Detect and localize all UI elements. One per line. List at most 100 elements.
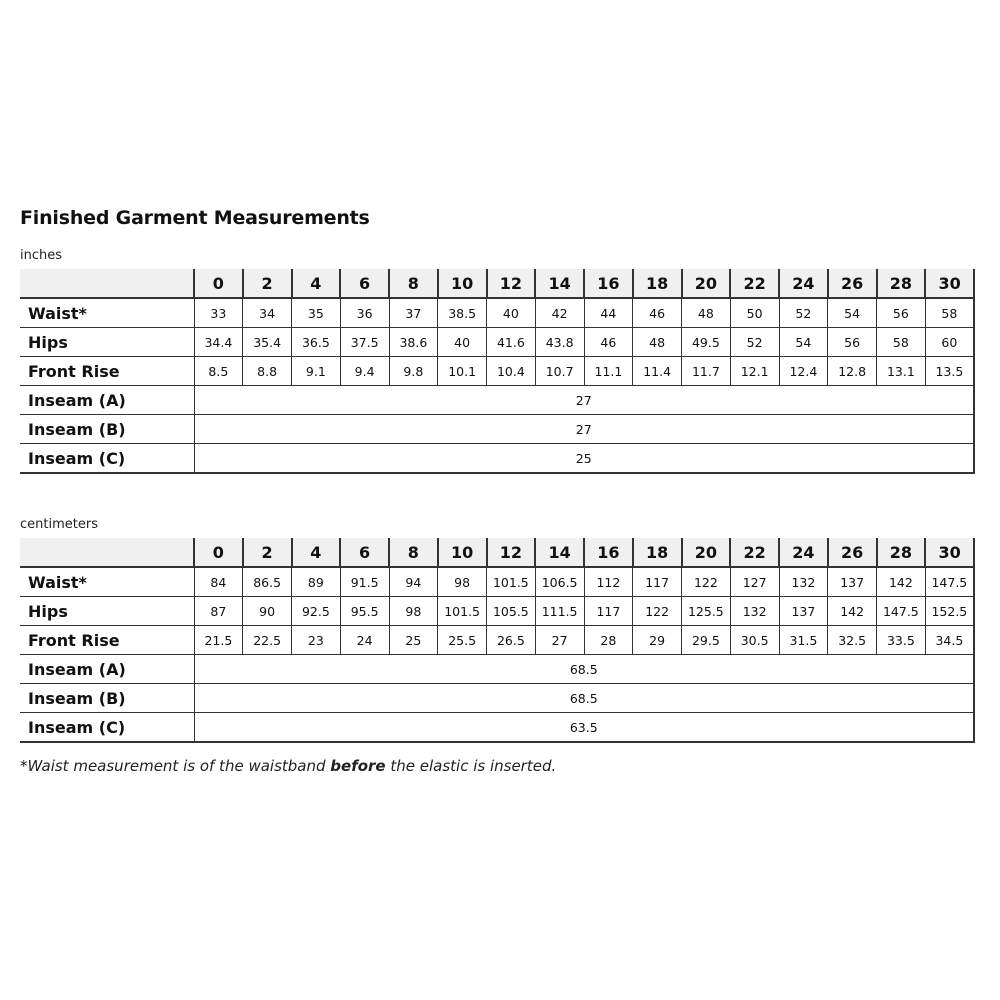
measurement-cell: 13.1: [876, 356, 926, 386]
table-row: Inseam (C) 25: [20, 443, 975, 474]
measurement-cell: 98: [437, 566, 487, 597]
row-label: Front Rise: [20, 625, 195, 655]
measurement-cell: 32.5: [827, 625, 877, 655]
measurement-cell: 40: [437, 327, 487, 357]
row-label: Inseam (C): [20, 712, 195, 743]
row-label: Inseam (A): [20, 654, 195, 684]
measurement-cell: 12.8: [827, 356, 877, 386]
measurement-cell: 142: [876, 566, 926, 597]
corner-cell: [20, 538, 194, 567]
measurement-cell: 34: [242, 297, 292, 328]
measurement-cell: 95.5: [339, 596, 390, 626]
measurement-cell: 58: [924, 297, 975, 328]
measurement-cell: 13.5: [924, 356, 975, 386]
size-header: 2: [241, 269, 292, 298]
size-header: 30: [924, 538, 975, 567]
measurement-cell: 54: [827, 297, 877, 328]
footnote-text: *Waist measurement is of the waistband: [20, 757, 331, 775]
size-header: 4: [290, 269, 341, 298]
size-header: 26: [826, 269, 877, 298]
size-header: 16: [583, 538, 633, 567]
measurement-cell: 28: [583, 625, 634, 655]
measurement-cell: 89: [291, 566, 341, 597]
size-header-row: 0 2 4 6 8 10 12 14 16 18 20 22 24 26 28 30: [20, 538, 975, 567]
size-header: 6: [339, 538, 389, 567]
size-header: 22: [729, 538, 779, 567]
measurement-cell: 105.5: [486, 596, 536, 626]
measurement-cell: 10.7: [534, 356, 585, 386]
table-row: Hips 87 90 92.5 95.5 98 101.5 105.5 111.5 117 122 1…: [20, 596, 975, 626]
measurement-cell: 91.5: [339, 566, 390, 597]
inches-table: 0 2 4 6 8 10 12 14 16 18 20 22 24 26 28 30 Waist* 33 34 35 3…: [20, 269, 975, 474]
measurement-cell: 125.5: [681, 596, 731, 626]
measurement-cell: 25: [388, 625, 439, 655]
table-row: Waist* 33 34 35 36 37 38.5 40 42 44 46 48 50 52 54 56 58: [20, 297, 975, 328]
table-row: Front Rise 8.5 8.8 9.1 9.4 9.8 10.1 10.4 10.7 11.…: [20, 356, 975, 386]
page-title: Finished Garment Measurements: [20, 207, 370, 229]
measurement-cell: 34.4: [193, 327, 244, 357]
measurement-cell: 152.5: [924, 596, 975, 626]
measurement-cell: 90: [242, 596, 292, 626]
measurement-cell: 12.4: [778, 356, 829, 386]
table-row: Inseam (A) 68.5: [20, 654, 975, 684]
measurement-cell: 9.4: [339, 356, 390, 386]
measurement-cell: 56: [876, 297, 926, 328]
size-header: 12: [485, 538, 536, 567]
size-header: 20: [680, 269, 731, 298]
measurement-cell: 50: [729, 297, 780, 328]
size-header: 2: [241, 538, 292, 567]
footnote-text-end: the elastic is inserted.: [385, 757, 557, 775]
measurement-cell: 40: [486, 297, 536, 328]
measurement-cell: 9.8: [388, 356, 439, 386]
measurement-cell: 42: [534, 297, 585, 328]
measurement-cell: 92.5: [291, 596, 341, 626]
measurement-cell: 56: [827, 327, 877, 357]
centimeters-table: 0 2 4 6 8 10 12 14 16 18 20 22 24 26 28 30 Waist* 84 86.5 8…: [20, 538, 975, 743]
row-label: Hips: [20, 327, 195, 357]
measurement-cell: 58: [876, 327, 926, 357]
size-header: 16: [583, 269, 633, 298]
size-header: 18: [631, 538, 682, 567]
measurement-cell: 38.5: [437, 297, 487, 328]
measurement-cell: 25.5: [437, 625, 487, 655]
size-header: 30: [924, 269, 975, 298]
measurement-cell: 27: [534, 625, 585, 655]
measurement-cell: 34.5: [924, 625, 975, 655]
measurement-cell: 48: [632, 327, 682, 357]
measurement-cell: 94: [388, 566, 439, 597]
measurement-cell: 38.6: [388, 327, 439, 357]
all-sizes-cell: 68.5: [193, 654, 975, 684]
row-label: Waist*: [20, 297, 195, 328]
measurement-cell: 26.5: [486, 625, 536, 655]
size-header: 14: [534, 538, 584, 567]
measurement-cell: 21.5: [193, 625, 244, 655]
size-header: 6: [339, 269, 389, 298]
measurement-cell: 37: [388, 297, 439, 328]
all-sizes-cell: 27: [193, 414, 975, 444]
measurement-cell: 101.5: [437, 596, 487, 626]
measurement-cell: 35.4: [242, 327, 292, 357]
measurement-cell: 117: [632, 566, 682, 597]
table-row: Waist* 84 86.5 89 91.5 94 98 101.5 106.5 112 117 12…: [20, 566, 975, 597]
size-header: 14: [534, 269, 584, 298]
measurement-cell: 8.8: [242, 356, 292, 386]
measurement-cell: 54: [778, 327, 829, 357]
measurement-cell: 111.5: [534, 596, 585, 626]
table-row: Inseam (B) 68.5: [20, 683, 975, 713]
row-label: Inseam (B): [20, 414, 195, 444]
centimeters-unit-label: centimeters: [20, 517, 98, 532]
measurement-cell: 24: [339, 625, 390, 655]
size-header: 18: [631, 269, 682, 298]
measurement-cell: 132: [778, 566, 829, 597]
row-label: Inseam (C): [20, 443, 195, 474]
measurement-cell: 31.5: [778, 625, 829, 655]
measurement-cell: 98: [388, 596, 439, 626]
size-header: 26: [826, 538, 877, 567]
size-header: 12: [485, 269, 536, 298]
table-row: Front Rise 21.5 22.5 23 24 25 25.5 26.5 27 28 29 29…: [20, 625, 975, 655]
measurement-cell: 30.5: [729, 625, 780, 655]
table-row: Inseam (C) 63.5: [20, 712, 975, 743]
size-header: 4: [290, 538, 341, 567]
all-sizes-cell: 68.5: [193, 683, 975, 713]
all-sizes-cell: 25: [193, 443, 975, 474]
